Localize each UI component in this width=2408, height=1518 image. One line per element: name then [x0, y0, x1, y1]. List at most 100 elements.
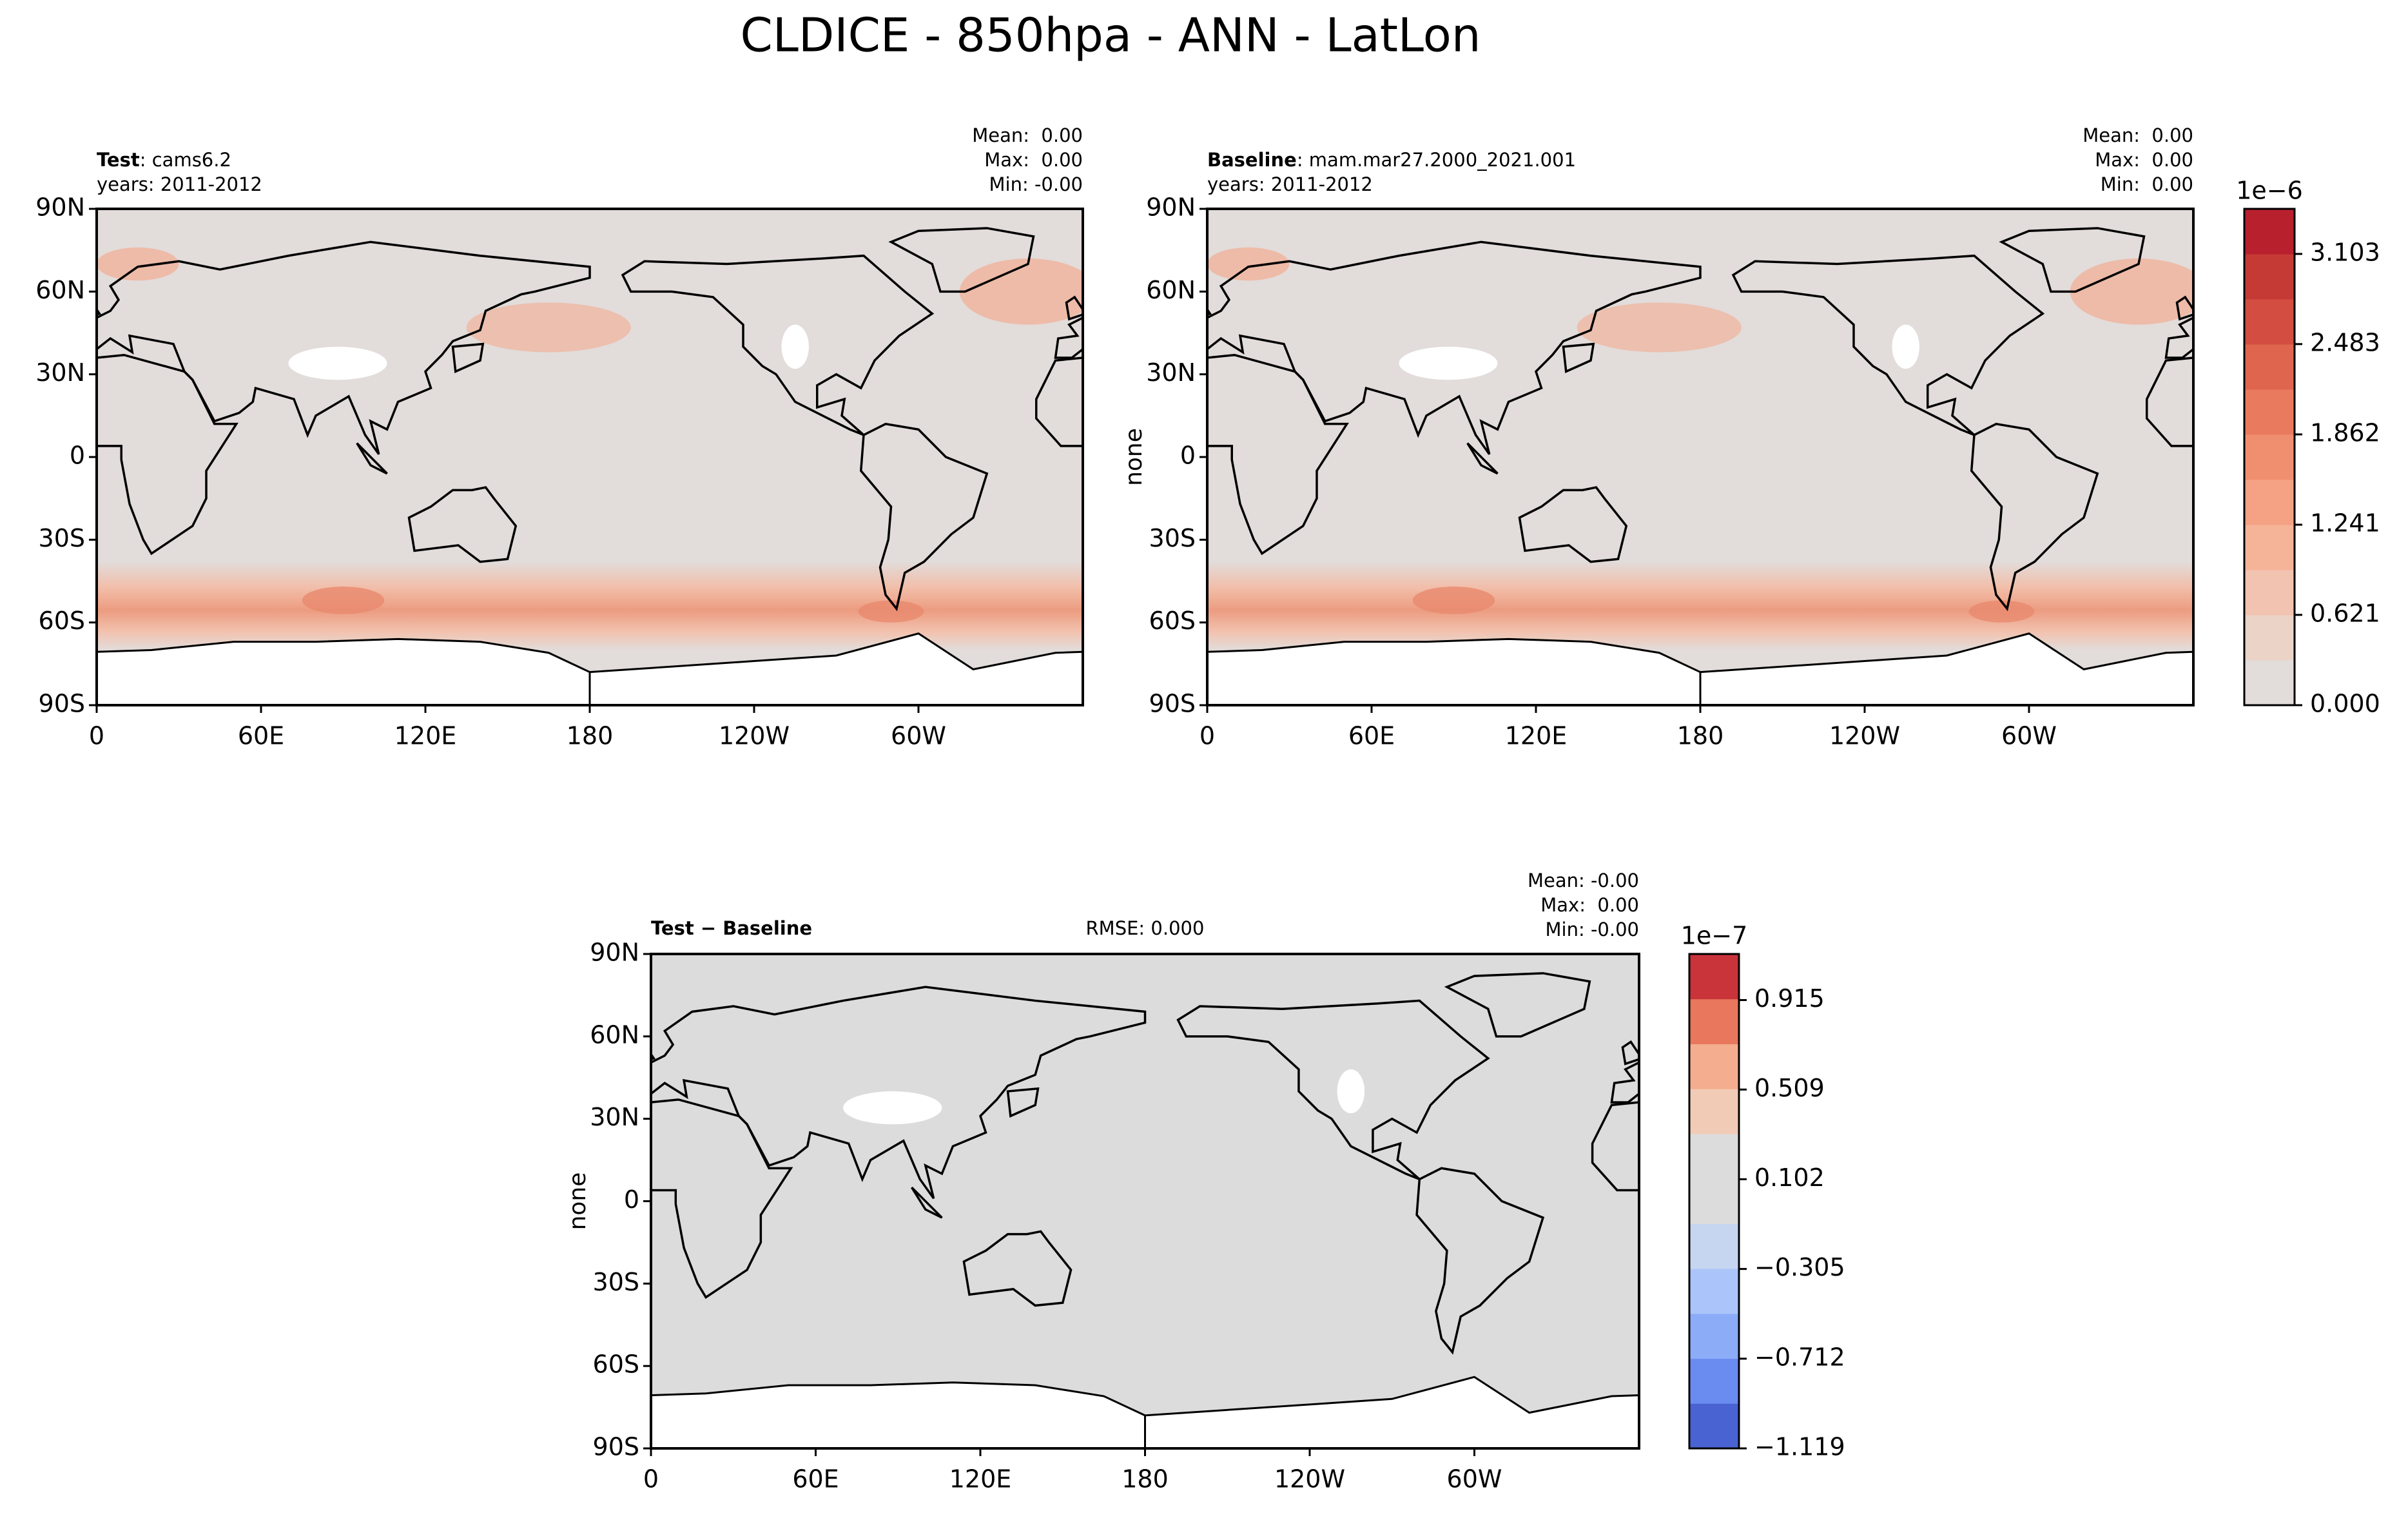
colorbar-offset: 1e−7	[1681, 922, 1748, 950]
colorbar-band	[2244, 525, 2295, 570]
coastline	[1444, 972, 1591, 1038]
y-tick-label: 90N	[590, 939, 639, 967]
stat: Mean: -0.00	[1528, 870, 1639, 891]
coastline	[0, 424, 1, 609]
colorbar-tick-label: −0.712	[1754, 1343, 1845, 1371]
coastline	[97, 240, 591, 455]
colorbar-band	[1689, 1403, 1739, 1449]
coastline	[1999, 227, 2146, 293]
colorbar-band	[1689, 1223, 1739, 1269]
panel-title: Test: cams6.2	[97, 149, 231, 171]
y-tick-label: 60N	[35, 276, 85, 304]
no-data-patch	[1337, 1069, 1365, 1114]
stat: Max: 0.00	[2095, 149, 2193, 171]
panel-title-rest: : cams6.2	[140, 149, 231, 171]
colorbar-band	[2244, 299, 2295, 345]
y-tick-label: 30N	[590, 1103, 639, 1131]
stat: Min: -0.00	[989, 173, 1083, 195]
x-tick-label: 120W	[1274, 1465, 1345, 1494]
rmse: RMSE: 0.000	[1086, 917, 1205, 939]
colorbar-band	[2244, 434, 2295, 480]
colorbar-band	[2244, 570, 2295, 616]
x-tick-label: 0	[1199, 722, 1215, 750]
field-patch	[959, 258, 1083, 325]
coastline	[1006, 1087, 1040, 1118]
y-tick-label: 60S	[1149, 607, 1196, 635]
no-data-patch	[1892, 324, 1919, 369]
y-tick-label: 30N	[35, 358, 85, 387]
colorbar-tick-label: 0.000	[2310, 690, 2380, 718]
panel-title-rest: : mam.mar27.2000_2021.001	[1297, 149, 1576, 171]
coastline	[859, 422, 989, 612]
y-tick-label: 90N	[35, 193, 85, 222]
y-tick-label: 90N	[1146, 193, 1196, 222]
y-tick-label: 90S	[1149, 690, 1196, 718]
colorbar-band	[2244, 209, 2295, 255]
colorbar-tick-label: 0.509	[1754, 1074, 1825, 1102]
colorbar-frame	[1688, 953, 1740, 1450]
field-patch	[302, 587, 385, 614]
no-data-patch	[288, 346, 387, 380]
y-tick-label: 30S	[39, 524, 85, 552]
x-tick-label: 60W	[2001, 722, 2057, 750]
panel-subtitle: years: 2011-2012	[1207, 173, 1373, 195]
coastline	[429, 1168, 555, 1352]
colorbar-band	[2244, 480, 2295, 525]
colorbar-band	[1689, 1044, 1739, 1089]
x-tick-label: 60E	[238, 722, 284, 750]
colorbar-tick-label: 0.621	[2310, 599, 2380, 627]
stat: Min: 0.00	[2101, 173, 2193, 195]
colorbar-band	[2244, 344, 2295, 390]
antarctica	[1144, 1376, 1639, 1448]
y-tick-label: 0	[1180, 442, 1196, 470]
map	[190, 954, 2026, 1448]
coastline	[1900, 1187, 1930, 1218]
coastline	[962, 1230, 1073, 1307]
y-axis-label: none	[565, 1173, 591, 1231]
coastline	[1731, 254, 2045, 436]
no-data-patch	[781, 324, 809, 369]
colorbar-tick-label: 2.483	[2310, 328, 2380, 356]
field-patch	[97, 247, 179, 281]
x-tick-label: 120W	[719, 722, 790, 750]
x-tick-label: 0	[89, 722, 104, 750]
x-tick-label: 60E	[1348, 722, 1395, 750]
panel-title-bold: Test − Baseline	[651, 917, 812, 939]
stat: Max: 0.00	[984, 149, 1083, 171]
coastline	[1970, 422, 2099, 612]
coastline	[1207, 353, 1349, 556]
field-patch	[1968, 600, 2035, 623]
coastline	[1176, 999, 1490, 1181]
coastline	[1621, 1040, 1639, 1066]
stat: Max: 0.00	[1540, 894, 1639, 916]
colorbar-band	[2244, 389, 2295, 435]
stat: Mean: 0.00	[972, 124, 1083, 146]
coastline	[1996, 1089, 2026, 1116]
x-tick-label: 120E	[1505, 722, 1568, 750]
coastline	[1562, 342, 1595, 373]
coastline	[651, 986, 1147, 1200]
coastline	[190, 1000, 500, 1179]
x-tick-label: 0	[643, 1465, 659, 1494]
colorbar-tick-label: 3.103	[2310, 238, 2380, 266]
colorbar-band	[1689, 1089, 1739, 1134]
x-tick-label: 60E	[792, 1465, 839, 1494]
no-data-patch	[1399, 346, 1498, 380]
colorbar-band	[1689, 1178, 1739, 1224]
colorbar-band	[2244, 254, 2295, 300]
colorbar-tick-label: 0.102	[1754, 1163, 1825, 1192]
colorbar-tick-label: 1.862	[2310, 418, 2380, 447]
x-tick-label: 120E	[394, 722, 457, 750]
coastline	[97, 353, 238, 556]
stat: Mean: 0.00	[2083, 124, 2193, 146]
y-tick-label: 30N	[1146, 358, 1196, 387]
coastline	[356, 442, 388, 475]
storm-track	[1207, 561, 2193, 650]
y-tick-label: 30S	[593, 1268, 639, 1296]
antarctica	[97, 637, 591, 705]
x-tick-label: 180	[1677, 722, 1724, 750]
colorbar-frame	[2243, 208, 2296, 706]
field-patch	[466, 302, 631, 353]
